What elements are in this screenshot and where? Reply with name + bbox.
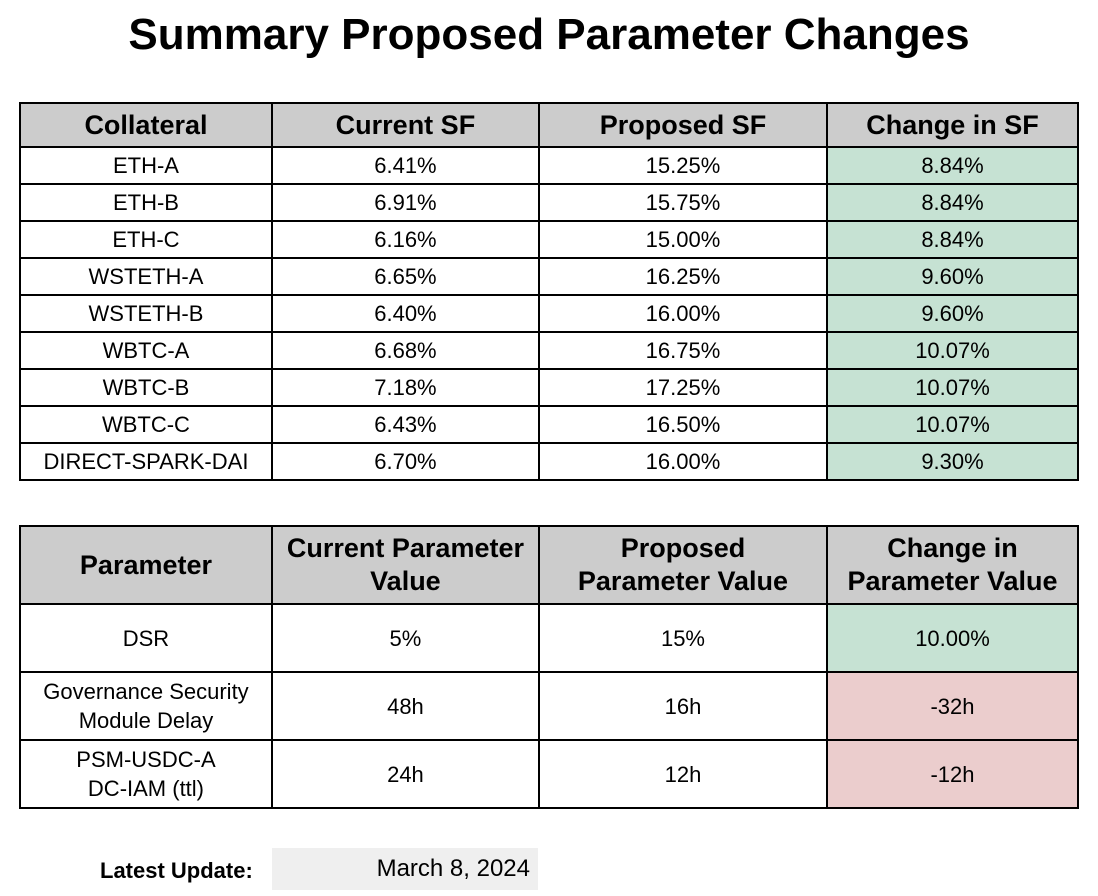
- table-row: WBTC-C 6.43% 16.50% 10.07%: [19, 405, 1079, 444]
- table-row: WBTC-B 7.18% 17.25% 10.07%: [19, 368, 1079, 407]
- change-value-cell: -32h: [826, 671, 1079, 741]
- header-line: Change in: [887, 533, 1018, 563]
- table-row: DSR 5% 15% 10.00%: [19, 603, 1079, 673]
- current-sf-cell: 6.91%: [270, 183, 540, 222]
- current-sf-cell: 6.16%: [270, 220, 540, 259]
- header-proposed-parameter-value: Proposed Parameter Value: [537, 525, 829, 605]
- header-collateral: Collateral: [19, 102, 273, 148]
- page-title: Summary Proposed Parameter Changes: [128, 10, 970, 59]
- proposed-sf-cell: 16.00%: [537, 442, 829, 481]
- parameter-name-line: Module Delay: [78, 708, 214, 733]
- header-change-in-sf: Change in SF: [826, 102, 1079, 148]
- current-value-cell: 48h: [270, 671, 540, 741]
- proposed-sf-cell: 16.00%: [537, 294, 829, 333]
- collateral-cell: WSTETH-B: [19, 294, 273, 333]
- table-header-row: Collateral Current SF Proposed SF Change…: [19, 102, 1079, 148]
- parameter-name-line: DSR: [122, 625, 170, 651]
- table-row: ETH-C 6.16% 15.00% 8.84%: [19, 220, 1079, 259]
- current-sf-cell: 7.18%: [270, 368, 540, 407]
- change-sf-cell: 8.84%: [826, 183, 1079, 222]
- proposed-value-cell: 16h: [537, 671, 829, 741]
- header-line: Proposed: [620, 533, 746, 563]
- current-sf-cell: 6.43%: [270, 405, 540, 444]
- header-parameter: Parameter: [19, 525, 273, 605]
- collateral-cell: ETH-B: [19, 183, 273, 222]
- proposed-sf-cell: 16.50%: [537, 405, 829, 444]
- latest-update-label: Latest Update:: [100, 858, 253, 883]
- parameter-name-cell: PSM-USDC-A DC-IAM (ttl): [19, 739, 273, 809]
- header-line: Parameter Value: [577, 566, 789, 596]
- parameter-table: Parameter Current Parameter Value Propos…: [19, 525, 1079, 809]
- proposed-sf-cell: 15.25%: [537, 146, 829, 185]
- table-row: PSM-USDC-A DC-IAM (ttl) 24h 12h -12h: [19, 739, 1079, 809]
- table-row: WBTC-A 6.68% 16.75% 10.07%: [19, 331, 1079, 370]
- collateral-cell: WBTC-B: [19, 368, 273, 407]
- header-line: Value: [370, 566, 441, 596]
- parameter-name-line: Governance Security: [43, 679, 249, 704]
- current-sf-cell: 6.68%: [270, 331, 540, 370]
- table-row: DIRECT-SPARK-DAI 6.70% 16.00% 9.30%: [19, 442, 1079, 481]
- current-sf-cell: 6.41%: [270, 146, 540, 185]
- proposed-sf-cell: 15.00%: [537, 220, 829, 259]
- parameter-name-cell: DSR: [19, 603, 273, 673]
- current-sf-cell: 6.65%: [270, 257, 540, 296]
- proposed-value-cell: 15%: [537, 603, 829, 673]
- change-sf-cell: 8.84%: [826, 220, 1079, 259]
- proposed-value-cell: 12h: [537, 739, 829, 809]
- proposed-sf-cell: 15.75%: [537, 183, 829, 222]
- change-sf-cell: 9.30%: [826, 442, 1079, 481]
- change-sf-cell: 10.07%: [826, 331, 1079, 370]
- parameter-name-line: PSM-USDC-A: [76, 747, 216, 772]
- header-change-in-parameter-value: Change in Parameter Value: [826, 525, 1079, 605]
- header-current-sf: Current SF: [270, 102, 540, 148]
- parameter-name-cell: Governance Security Module Delay: [19, 671, 273, 741]
- collateral-cell: WBTC-C: [19, 405, 273, 444]
- table-row: ETH-B 6.91% 15.75% 8.84%: [19, 183, 1079, 222]
- header-current-parameter-value: Current Parameter Value: [270, 525, 540, 605]
- collateral-cell: DIRECT-SPARK-DAI: [19, 442, 273, 481]
- collateral-cell: WBTC-A: [19, 331, 273, 370]
- change-sf-cell: 10.07%: [826, 405, 1079, 444]
- change-value-cell: -12h: [826, 739, 1079, 809]
- table-row: ETH-A 6.41% 15.25% 8.84%: [19, 146, 1079, 185]
- change-sf-cell: 10.07%: [826, 368, 1079, 407]
- change-sf-cell: 9.60%: [826, 294, 1079, 333]
- change-value-cell: 10.00%: [826, 603, 1079, 673]
- change-sf-cell: 9.60%: [826, 257, 1079, 296]
- proposed-sf-cell: 16.25%: [537, 257, 829, 296]
- current-sf-cell: 6.70%: [270, 442, 540, 481]
- current-value-cell: 5%: [270, 603, 540, 673]
- latest-update-value: March 8, 2024: [272, 848, 538, 890]
- stability-fee-table: Collateral Current SF Proposed SF Change…: [19, 102, 1079, 481]
- table-row: Governance Security Module Delay 48h 16h…: [19, 671, 1079, 741]
- collateral-cell: WSTETH-A: [19, 257, 273, 296]
- parameter-name-line: DC-IAM (ttl): [87, 776, 205, 801]
- header-line: Current Parameter: [286, 533, 524, 563]
- current-sf-cell: 6.40%: [270, 294, 540, 333]
- header-proposed-sf: Proposed SF: [537, 102, 829, 148]
- table-row: WSTETH-A 6.65% 16.25% 9.60%: [19, 257, 1079, 296]
- header-line: Parameter Value: [847, 566, 1058, 596]
- collateral-cell: ETH-C: [19, 220, 273, 259]
- proposed-sf-cell: 17.25%: [537, 368, 829, 407]
- proposed-sf-cell: 16.75%: [537, 331, 829, 370]
- table-row: WSTETH-B 6.40% 16.00% 9.60%: [19, 294, 1079, 333]
- table-header-row: Parameter Current Parameter Value Propos…: [19, 525, 1079, 605]
- change-sf-cell: 8.84%: [826, 146, 1079, 185]
- current-value-cell: 24h: [270, 739, 540, 809]
- collateral-cell: ETH-A: [19, 146, 273, 185]
- header-line: Parameter: [79, 549, 213, 580]
